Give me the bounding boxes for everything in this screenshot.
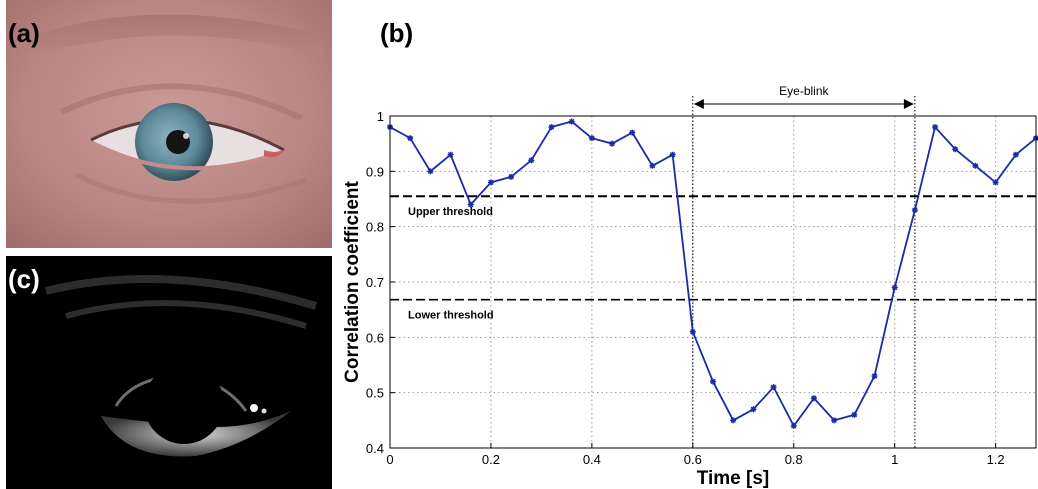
x-tick-label-0: 0 — [386, 452, 393, 467]
y-tick-label-1: 0.5 — [366, 386, 384, 401]
data-point-11 — [609, 140, 616, 147]
data-point-18 — [750, 406, 757, 413]
x-tick-label-6: 1.2 — [987, 452, 1005, 467]
threshold-lines: Upper threshold Lower threshold — [390, 195, 1036, 322]
data-point-4 — [467, 201, 474, 208]
data-point-6 — [508, 173, 515, 180]
eye-blink-label: Eye-blink — [779, 84, 829, 98]
data-point-19 — [770, 384, 777, 391]
data-point-10 — [588, 135, 595, 142]
data-point-3 — [447, 151, 454, 158]
eye-blink-arrow-head-left — [693, 99, 704, 109]
y-tick-label-2: 0.6 — [366, 330, 384, 345]
data-point-29 — [972, 162, 979, 169]
x-tick-label-3: 0.6 — [684, 452, 702, 467]
data-point-24 — [871, 373, 878, 380]
panel-label-a: (a) — [8, 18, 40, 48]
data-point-31 — [1012, 151, 1019, 158]
data-point-2 — [427, 168, 434, 175]
y-tick-label-3: 0.7 — [366, 275, 384, 290]
data-point-17 — [730, 417, 737, 424]
data-point-27 — [932, 124, 939, 131]
data-point-14 — [669, 151, 676, 158]
data-point-28 — [952, 146, 959, 153]
data-point-5 — [487, 179, 494, 186]
panel-label-c: (c) — [8, 264, 40, 294]
data-point-21 — [810, 395, 817, 402]
y-axis-label: Correlation coefficient — [342, 181, 363, 383]
y-tick-label-4: 0.8 — [366, 220, 384, 235]
y-tick-label-6: 1 — [377, 109, 384, 124]
data-point-12 — [629, 129, 636, 136]
y-tick-label-5: 0.9 — [366, 164, 384, 179]
eye-grayscale-image — [6, 256, 332, 489]
data-point-9 — [568, 118, 575, 125]
chart-series — [387, 118, 1038, 429]
data-point-30 — [992, 179, 999, 186]
data-point-25 — [891, 284, 898, 291]
data-point-20 — [790, 422, 797, 429]
data-point-22 — [831, 417, 838, 424]
data-point-1 — [407, 135, 414, 142]
eye-photo — [6, 0, 332, 248]
x-tick-label-4: 0.8 — [785, 452, 803, 467]
axis-ticks: 0 0.2 0.4 0.6 0.8 1 1.2 0.4 0.5 0.6 0.7 0.8 0.9 1 — [366, 109, 1005, 467]
x-tick-label-1: 0.2 — [482, 452, 500, 467]
data-point-23 — [851, 411, 858, 418]
eye-blink-annotation: Eye-blink — [692, 84, 916, 448]
x-tick-label-5: 1 — [891, 452, 898, 467]
panel-label-b: (b) — [380, 18, 414, 48]
eye-blink-arrow-head-right — [903, 99, 914, 109]
y-tick-label-0: 0.4 — [366, 441, 384, 456]
data-point-26 — [911, 207, 918, 214]
data-point-13 — [649, 162, 656, 169]
data-point-7 — [528, 157, 535, 164]
threshold-label-0: Upper threshold — [408, 206, 493, 218]
data-point-8 — [548, 124, 555, 131]
chart-grid — [389, 115, 1036, 449]
threshold-label-1: Lower threshold — [408, 310, 494, 322]
x-tick-label-2: 0.4 — [583, 452, 601, 467]
data-point-15 — [689, 328, 696, 335]
x-axis-label: Time [s] — [697, 468, 770, 489]
data-point-16 — [710, 378, 716, 385]
